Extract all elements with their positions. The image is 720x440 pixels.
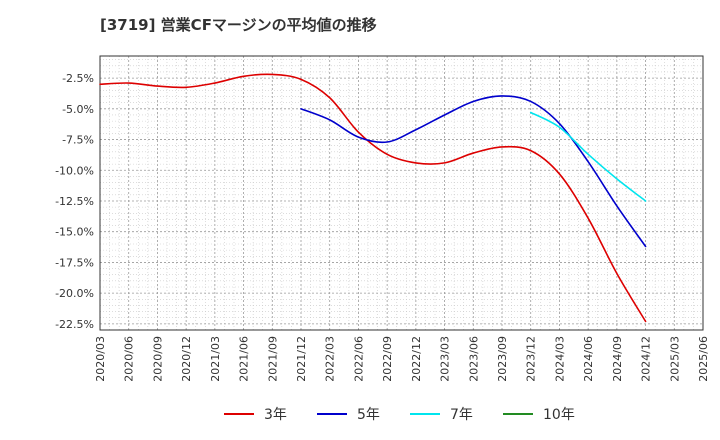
x-tick-label: 2023/09 xyxy=(496,336,509,382)
x-tick-label: 2023/06 xyxy=(467,336,480,382)
legend-item-5y-label: 5年 xyxy=(357,407,380,423)
plot-area xyxy=(100,56,703,330)
x-tick-label: 2022/06 xyxy=(352,336,365,382)
series-line-5y xyxy=(300,95,647,248)
x-tick-label: 2020/12 xyxy=(180,336,193,382)
y-tick-label: -15.0% xyxy=(55,226,94,239)
x-tick-label: 2020/09 xyxy=(151,336,164,382)
x-tick-label: 2024/09 xyxy=(611,336,624,382)
x-tick-label: 2021/09 xyxy=(266,336,279,382)
y-tick-label: -17.5% xyxy=(55,256,94,269)
series-line-7y xyxy=(529,111,647,202)
y-tick-label: -10.0% xyxy=(55,164,94,177)
x-tick-label: 2024/12 xyxy=(640,336,653,382)
x-tick-label: 2023/03 xyxy=(439,336,452,382)
x-tick-label: 2021/12 xyxy=(295,336,308,382)
x-tick-label: 2022/12 xyxy=(410,336,423,382)
x-tick-label: 2020/03 xyxy=(94,336,107,382)
legend-item-3y-label: 3年 xyxy=(264,407,287,423)
y-tick-label: -12.5% xyxy=(55,195,94,208)
y-tick-label: -5.0% xyxy=(62,103,94,116)
plot-frame xyxy=(99,55,704,331)
y-tick-label: -7.5% xyxy=(62,134,94,147)
y-tick-label: -22.5% xyxy=(55,318,94,331)
x-tick-label: 2022/03 xyxy=(324,336,337,382)
series-line-3y xyxy=(99,73,647,323)
legend-item-7y-label: 7年 xyxy=(450,407,473,423)
chart-title: [3719] 営業CFマージンの平均値の推移 xyxy=(100,16,377,34)
x-tick-label: 2025/03 xyxy=(668,336,681,382)
x-tick-label: 2020/06 xyxy=(123,336,136,382)
x-tick-label: 2024/03 xyxy=(553,336,566,382)
x-tick-label: 2022/09 xyxy=(381,336,394,382)
legend-item-10y-label: 10年 xyxy=(543,407,575,423)
y-tick-label: -20.0% xyxy=(55,287,94,300)
x-tick-label: 2021/03 xyxy=(209,336,222,382)
x-tick-label: 2024/06 xyxy=(582,336,595,382)
x-tick-label: 2023/12 xyxy=(525,336,538,382)
y-tick-label: -2.5% xyxy=(62,72,94,85)
x-tick-label: 2025/06 xyxy=(697,336,710,382)
x-tick-label: 2021/06 xyxy=(238,336,251,382)
